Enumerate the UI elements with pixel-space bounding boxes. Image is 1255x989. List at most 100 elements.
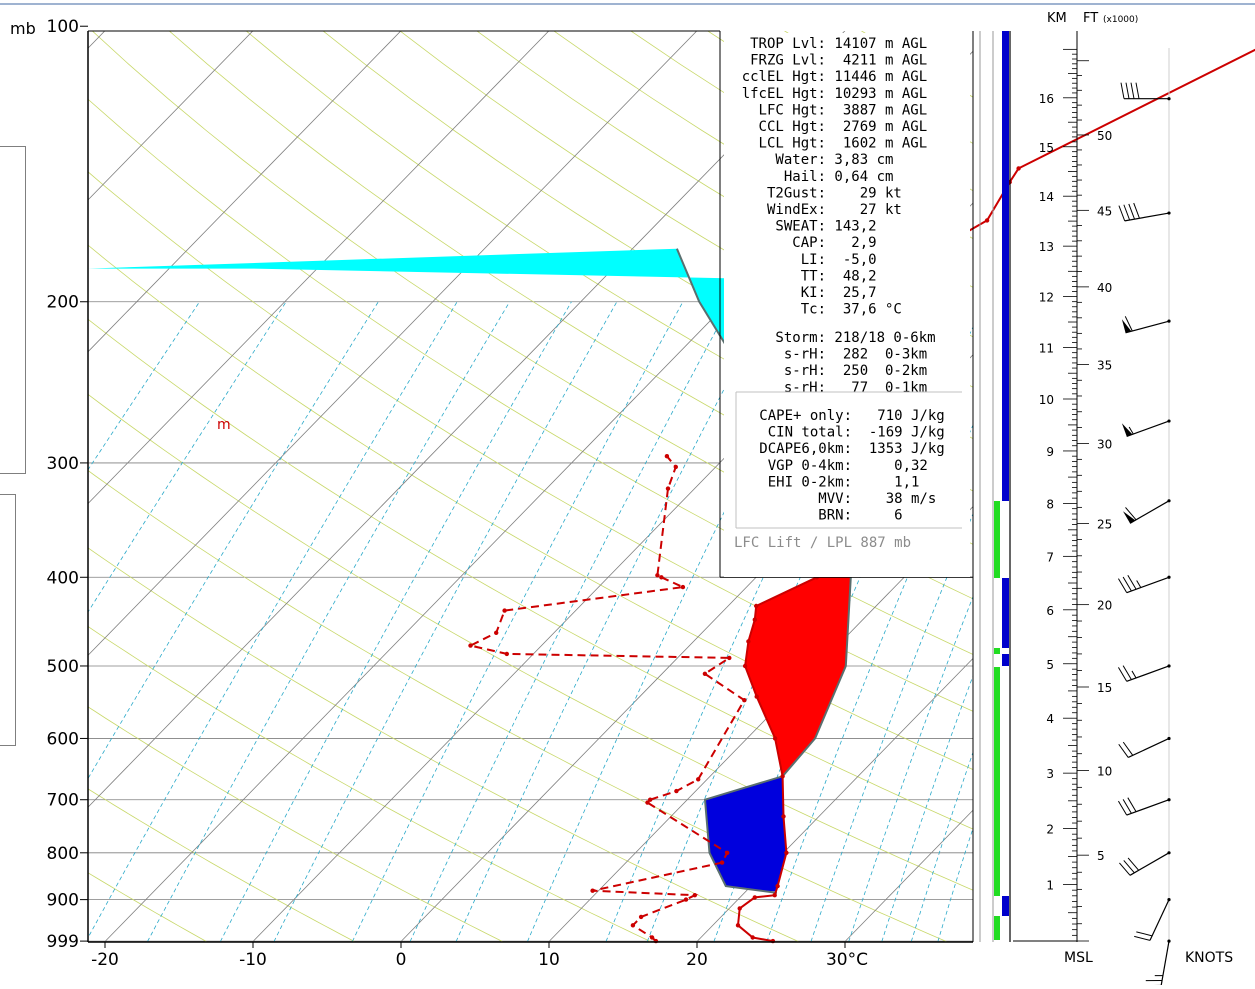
index-label: Water:	[750, 152, 826, 168]
km-tick-label: 13	[1039, 240, 1054, 254]
knots-label: KNOTS	[1185, 950, 1233, 966]
blue-layer-bar	[1002, 578, 1009, 648]
mixing-ratio-line	[148, 302, 510, 942]
index-label: s-rH:	[750, 363, 826, 379]
index-label: Storm:	[750, 330, 826, 346]
dewpoint-point	[674, 465, 678, 469]
index-value: 29 kt	[826, 185, 902, 201]
index-value: -5,0	[826, 252, 877, 268]
index-label: CIN total:	[759, 425, 852, 441]
dewpoint-point	[639, 915, 643, 919]
pressure-tick-label: 999	[47, 932, 79, 952]
wind-barb	[1121, 83, 1171, 101]
km-tick-label: 9	[1046, 445, 1054, 459]
wind-barb	[1119, 203, 1171, 221]
dewpoint-point	[666, 486, 670, 490]
index-label: VGP 0-4km:	[759, 458, 852, 474]
index-value: 27 kt	[826, 202, 902, 218]
temperature-point	[736, 923, 740, 927]
dewpoint-point	[725, 851, 729, 855]
temperature-point	[755, 694, 759, 698]
blue-layer-bar	[1002, 31, 1009, 501]
index-value: 38 m/s	[852, 491, 936, 507]
isotherm-line	[253, 26, 1145, 941]
ft-tick-label: 25	[1097, 518, 1112, 532]
km-tick-label: 14	[1039, 190, 1054, 204]
ft-tick-label: 35	[1097, 359, 1112, 373]
green-layer-bar	[994, 648, 1000, 654]
index-value: 2,9	[826, 235, 877, 251]
dewpoint-point	[696, 777, 700, 781]
index-panel: TROP Lvl: 14107 m AGL FRZG Lvl: 4211 m A…	[724, 33, 970, 577]
wind-barb	[1122, 316, 1171, 333]
msl-label: MSL	[1064, 950, 1093, 966]
index-value: 2769 m AGL	[826, 119, 927, 135]
dry-adiabat	[0, 26, 1255, 941]
pressure-tick-label: 600	[47, 729, 79, 749]
dewpoint-point	[742, 698, 746, 702]
mixing-ratio-line	[274, 302, 617, 942]
index-value: 1,1	[852, 474, 919, 490]
index-value: 282 0-3km	[826, 347, 927, 363]
dewpoint-point	[703, 672, 707, 676]
isotherm-line	[0, 26, 701, 941]
index-label: lfcEL Hgt:	[742, 86, 826, 102]
barb-flag	[1129, 204, 1135, 219]
index-value: 10293 m AGL	[826, 86, 927, 102]
index-value: 11446 m AGL	[826, 69, 927, 85]
wind-barb	[1119, 737, 1171, 758]
cin-area	[705, 776, 786, 891]
barb-staff	[1150, 900, 1169, 941]
temperature-tick-label: 20	[686, 950, 708, 970]
barb-flag	[1136, 83, 1139, 99]
dry-adiabat	[11, 26, 1255, 941]
lfc-lift-text: LFC Lift / LPL 887 mb	[734, 535, 911, 551]
left-panel-list[interactable]	[0, 494, 16, 746]
temperature-tick-label: -20	[91, 950, 119, 970]
dewpoint-point	[650, 935, 654, 939]
km-tick-label: 3	[1046, 767, 1054, 781]
dewpoint-point	[665, 454, 669, 458]
index-label: cclEL Hgt:	[742, 69, 826, 85]
grid-clip	[0, 26, 1255, 941]
index-label: CAPE+ only:	[759, 408, 852, 424]
mixing-ratio-line	[352, 302, 683, 942]
index-label: KI:	[750, 285, 826, 301]
barb-dot	[1167, 940, 1170, 943]
mixing-ratio-line	[0, 302, 200, 942]
dry-adiabat	[0, 26, 650, 941]
pressure-tick-label: 700	[47, 791, 79, 811]
pressure-tick-label: 500	[47, 657, 79, 677]
barb-dot	[1167, 576, 1170, 579]
dewpoint-point	[468, 643, 472, 647]
dewpoint-marker-label: m	[217, 417, 231, 433]
barb-dot	[1167, 851, 1170, 854]
index-label: SWEAT:	[750, 219, 826, 235]
index-label: T2Gust:	[750, 185, 826, 201]
km-tick-label: 1	[1046, 879, 1054, 893]
isotherm-line	[0, 26, 553, 941]
barb-dot	[1167, 499, 1170, 502]
mixing-ratio-line	[86, 302, 457, 942]
temperature-point	[754, 604, 758, 608]
index-label: TROP Lvl:	[742, 36, 826, 52]
index-label: LCL Hgt:	[742, 136, 826, 152]
barb-staff	[1125, 213, 1169, 221]
km-tick-label: 8	[1046, 497, 1054, 511]
temperature-point	[985, 218, 989, 222]
barb-flag	[1134, 203, 1140, 218]
layer-indicator-bars	[980, 31, 1077, 942]
dewpoint-point	[648, 798, 652, 802]
dewpoint-point	[659, 575, 663, 579]
barb-dot	[1167, 320, 1170, 323]
dewpoint-point	[674, 789, 678, 793]
temperature-point	[753, 895, 757, 899]
index-value: 48,2	[826, 268, 877, 284]
index-value: 25,7	[826, 285, 877, 301]
barb-flag	[1119, 863, 1130, 875]
temperature-point	[743, 664, 747, 668]
dry-adiabat	[0, 26, 1242, 941]
barb-flag	[1121, 83, 1124, 99]
isotherm-line	[993, 26, 1255, 941]
